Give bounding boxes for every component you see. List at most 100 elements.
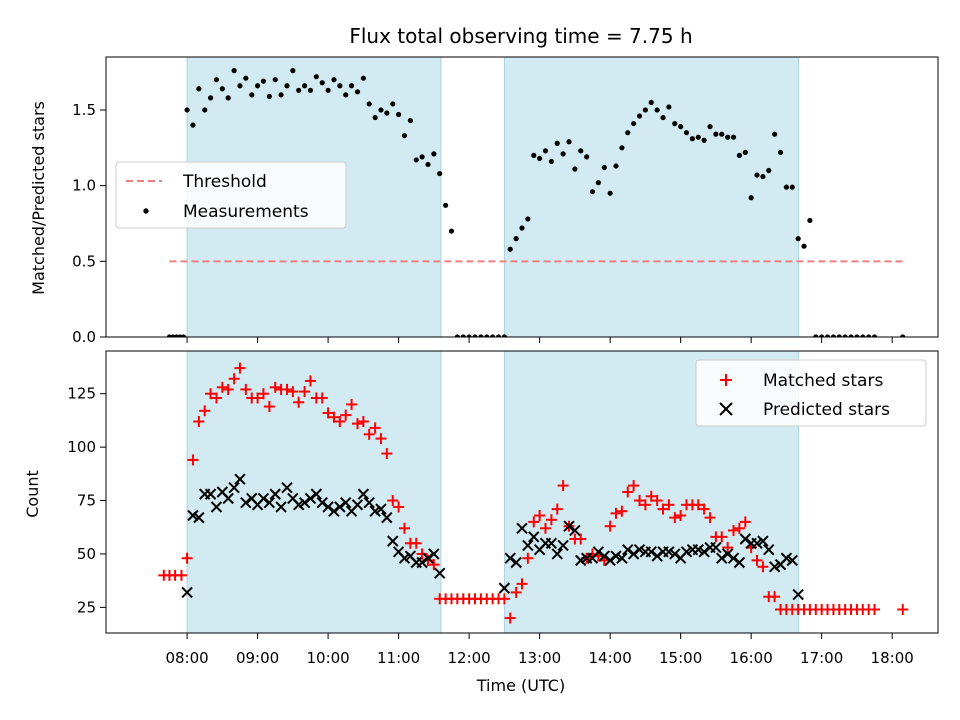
matched-star-point (539, 522, 551, 534)
measurement-point (190, 122, 196, 128)
measurement-point (725, 134, 731, 140)
predicted-star-point (310, 488, 323, 500)
predicted-star-point (234, 473, 246, 485)
measurement-point (689, 136, 696, 142)
top-y-axis-label: Matched/Predicted stars (29, 101, 48, 295)
matched-star-point (557, 480, 569, 492)
predicted-star-point (298, 496, 311, 509)
measurement-point (672, 120, 678, 127)
matched-star-point (516, 578, 528, 590)
measurement-point (302, 83, 308, 89)
measurement-point (180, 334, 187, 337)
measurement-point (736, 152, 742, 158)
predicted-star-point (416, 556, 428, 569)
top-y-tick-label: 0.5 (72, 252, 96, 270)
predicted-star-point (328, 505, 340, 517)
matched-star-point (416, 548, 428, 560)
top-observing-window (503, 56, 799, 338)
matched-star-point (651, 495, 663, 507)
x-tick-label: 11:00 (377, 649, 420, 667)
measurement-point (584, 154, 590, 160)
measurement-point (783, 184, 790, 190)
predicted-star-point (375, 503, 387, 515)
x-tick-label: 16:00 (730, 649, 773, 667)
matched-star-point (257, 388, 269, 400)
measurement-point (290, 68, 296, 74)
matched-star-point (293, 396, 305, 408)
predicted-star-point (763, 543, 775, 556)
matched-star-point (328, 411, 340, 423)
measurement-point (225, 95, 231, 101)
matched-star-point (628, 480, 640, 492)
matched-star-point (240, 383, 252, 395)
predicted-star-point (669, 548, 681, 560)
predicted-star-point (727, 552, 740, 564)
measurement-point (707, 124, 713, 130)
measurement-point (254, 83, 261, 89)
measurement-point (519, 225, 525, 231)
matched-star-point (222, 383, 234, 395)
predicted-star-point (504, 552, 516, 564)
matched-star-point (187, 454, 199, 466)
matched-star-point (757, 561, 769, 573)
predicted-star-point (387, 535, 399, 547)
matched-star-point (551, 503, 563, 515)
measurement-point (842, 334, 848, 337)
measurement-point (560, 151, 566, 157)
matched-star-point (398, 522, 410, 534)
measurement-point (801, 243, 807, 249)
top-panel: 0.0 0.5 1.0 1.5 (72, 56, 939, 346)
legend-predicted-swatch (719, 402, 733, 416)
predicted-star-point (322, 501, 334, 513)
matched-star-point (304, 375, 316, 387)
matched-star-point (704, 512, 716, 524)
matched-star-point (357, 416, 369, 427)
predicted-star-point (193, 511, 205, 524)
matched-star-point (175, 569, 187, 581)
predicted-star-point (698, 546, 710, 558)
predicted-star-point (240, 496, 252, 509)
measurement-point (425, 161, 431, 168)
chart-title: Flux total observing time = 7.75 h (349, 24, 692, 48)
measurement-point (678, 124, 684, 130)
measurement-point (578, 148, 584, 154)
x-tick-label: 08:00 (165, 649, 208, 667)
matched-star-point (363, 428, 375, 440)
measurement-point (789, 184, 795, 190)
measurement-point (489, 334, 496, 337)
matched-star-point (334, 416, 346, 427)
measurement-point (607, 190, 613, 196)
predicted-star-point (316, 496, 328, 509)
matched-star-point (287, 386, 299, 398)
measurement-point (772, 131, 778, 137)
predicted-star-point (622, 543, 634, 556)
predicted-star-point (528, 531, 540, 543)
measurement-point (202, 107, 208, 113)
predicted-star-point (733, 556, 746, 569)
predicted-star-point (551, 548, 563, 560)
matched-star-point (428, 559, 440, 571)
measurement-point (660, 114, 666, 121)
predicted-star-point (545, 537, 558, 549)
measurement-point (713, 131, 719, 137)
matched-star-point (216, 381, 228, 393)
measurement-point (531, 152, 537, 158)
matched-star-point (316, 392, 328, 404)
measurement-point (401, 133, 408, 139)
measurement-point (443, 202, 449, 208)
measurement-point (824, 334, 831, 337)
matched-star-point (751, 554, 763, 566)
measurement-point (501, 334, 507, 337)
matched-star-point (369, 422, 381, 434)
matched-star-point (522, 552, 534, 564)
matched-star-point (299, 386, 311, 398)
predicted-star-point (786, 554, 798, 567)
predicted-star-point (257, 492, 270, 505)
measurement-point (830, 334, 837, 337)
measurement-point (331, 77, 337, 83)
measurement-point (366, 101, 372, 107)
matched-star-point (639, 499, 651, 511)
predicted-star-point (275, 501, 287, 513)
predicted-star-point (222, 492, 234, 505)
